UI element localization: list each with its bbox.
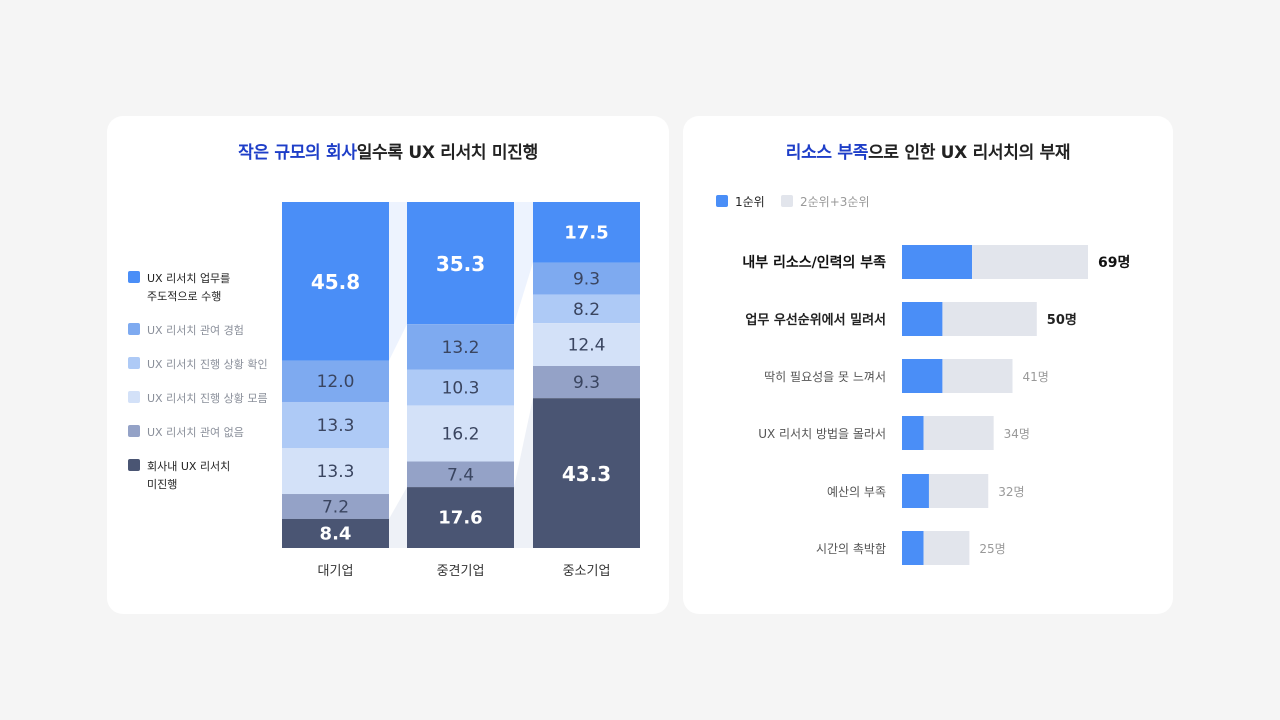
top-connector <box>389 202 407 361</box>
value-label: 9.3 <box>573 373 600 393</box>
bar-second-third-rank <box>972 245 1088 279</box>
legend-swatch <box>128 425 140 437</box>
bar-segment <box>407 202 514 325</box>
bar-second-third-rank <box>942 359 1013 393</box>
legend-swatch <box>128 391 140 403</box>
bar-segment <box>282 448 389 495</box>
right-title-rest: 으로 인한 UX 리서치의 부재 <box>868 143 1071 163</box>
bar-segment <box>407 369 514 406</box>
value-label: 13.3 <box>317 416 355 436</box>
value-label: 12.0 <box>317 372 355 392</box>
left-chart-title: 작은 규모의 회사일수록 UX 리서치 미진행 <box>107 138 669 163</box>
left-title-highlight: 작은 규모의 회사 <box>238 143 357 163</box>
bar-segment <box>282 494 389 519</box>
bar-segment <box>533 366 640 399</box>
total-label: 34명 <box>1004 427 1030 441</box>
value-label: 10.3 <box>442 379 480 399</box>
category-label: 업무 우선순위에서 밀려서 <box>745 312 886 328</box>
bar-second-third-rank <box>942 302 1037 336</box>
bar-segment <box>407 461 514 488</box>
value-label: 45.8 <box>311 270 360 294</box>
dark-connector <box>389 487 407 548</box>
legend-label: UX 리서치 관여 없음 <box>147 426 244 439</box>
bar-first-rank <box>902 302 943 336</box>
bar-first-rank <box>902 474 929 508</box>
legend-swatch <box>716 195 728 207</box>
legend-swatch <box>781 195 793 207</box>
total-label: 41명 <box>1023 370 1049 384</box>
value-label: 12.4 <box>568 336 606 356</box>
x-tick-label: 중소기업 <box>563 564 611 579</box>
value-label: 17.5 <box>564 222 608 243</box>
legend-label-line2: 주도적으로 수행 <box>147 290 221 303</box>
bar-first-rank <box>902 416 924 450</box>
bar-segment <box>282 401 389 449</box>
bar-segment <box>282 360 389 402</box>
bar-segment <box>533 398 640 548</box>
value-label: 43.3 <box>562 462 611 486</box>
dark-connector <box>514 398 533 548</box>
category-label: 딱히 필요성을 못 느껴서 <box>764 370 886 384</box>
value-label: 17.6 <box>438 508 482 529</box>
right-title-highlight: 리소스 부족 <box>785 143 869 163</box>
stacked-chart-card: 작은 규모의 회사일수록 UX 리서치 미진행 45.8 12.0 13.3 13.3… <box>107 116 669 614</box>
bar-segment <box>282 202 389 361</box>
value-label: 16.2 <box>442 424 480 444</box>
value-label: 13.2 <box>442 338 480 358</box>
bar-first-rank <box>902 359 943 393</box>
total-label: 25명 <box>979 542 1005 556</box>
total-label: 69명 <box>1098 254 1130 271</box>
top-connector <box>514 202 533 325</box>
value-label: 35.3 <box>436 252 485 276</box>
total-label: 50명 <box>1047 312 1077 328</box>
bar-segment <box>407 324 514 370</box>
bar-segment <box>407 487 514 548</box>
legend-label: 회사내 UX 리서치 <box>147 460 230 473</box>
bar-segment <box>533 294 640 324</box>
legend-swatch <box>128 271 140 283</box>
category-label: UX 리서치 방법을 몰라서 <box>758 427 886 441</box>
value-label: 8.4 <box>320 523 352 544</box>
total-label: 32명 <box>998 485 1024 499</box>
bar-segment <box>533 202 640 263</box>
value-label: 7.4 <box>447 465 474 485</box>
bar-second-third-rank <box>923 531 970 565</box>
legend-label-line2: 미진행 <box>147 478 177 491</box>
bar-second-third-rank <box>923 416 994 450</box>
legend-label: UX 리서치 관여 경험 <box>147 324 244 337</box>
legend-swatch <box>128 323 140 335</box>
bar-segment <box>282 518 389 548</box>
bar-first-rank <box>902 245 973 279</box>
value-label: 7.2 <box>322 497 349 517</box>
legend-label: UX 리서치 업무를 <box>147 272 230 285</box>
left-title-rest: 일수록 UX 리서치 미진행 <box>356 143 539 163</box>
legend-swatch <box>128 459 140 471</box>
legend-label: 2순위+3순위 <box>800 195 870 209</box>
legend-label: 1순위 <box>735 195 765 209</box>
legend-label: UX 리서치 진행 상황 확인 <box>147 358 268 371</box>
category-label: 예산의 부족 <box>827 485 886 499</box>
value-label: 9.3 <box>573 270 600 290</box>
legend-swatch <box>128 357 140 369</box>
bar-segment <box>407 405 514 462</box>
category-label: 시간의 촉박함 <box>816 542 886 556</box>
value-label: 13.3 <box>317 462 355 482</box>
bar-second-third-rank <box>928 474 989 508</box>
x-tick-label: 중견기업 <box>437 564 485 579</box>
bar-segment <box>533 262 640 295</box>
legend-label: UX 리서치 진행 상황 모름 <box>147 392 268 405</box>
bar-first-rank <box>902 531 924 565</box>
x-tick-label: 대기업 <box>318 564 354 579</box>
right-chart-title: 리소스 부족으로 인한 UX 리서치의 부재 <box>683 138 1173 163</box>
value-label: 8.2 <box>573 300 600 320</box>
bar-segment <box>533 323 640 367</box>
stacked-bar-chart: 45.8 12.0 13.3 13.3 7.2 8.4 대기업 35.3 13.2 10.3 16.… <box>128 202 640 579</box>
category-label: 내부 리소스/인력의 부족 <box>742 254 886 271</box>
